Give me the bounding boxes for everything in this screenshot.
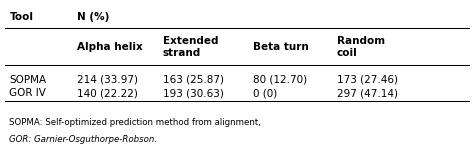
Text: Tool: Tool [9,12,33,22]
Text: 214 (33.97): 214 (33.97) [77,75,138,85]
Text: Alpha helix: Alpha helix [77,42,143,52]
Text: 173 (27.46): 173 (27.46) [337,75,398,85]
Text: SOPMA: Self-optimized prediction method from alignment,: SOPMA: Self-optimized prediction method … [9,118,261,127]
Text: 163 (25.87): 163 (25.87) [163,75,224,85]
Text: GOR IV: GOR IV [9,88,46,98]
Text: 80 (12.70): 80 (12.70) [253,75,307,85]
Text: Random
coil: Random coil [337,36,385,58]
Text: Beta turn: Beta turn [253,42,309,52]
Text: 193 (30.63): 193 (30.63) [163,88,224,98]
Text: 0 (0): 0 (0) [253,88,277,98]
Text: 297 (47.14): 297 (47.14) [337,88,398,98]
Text: Extended
strand: Extended strand [163,36,218,58]
Text: SOPMA: SOPMA [9,75,46,85]
Text: N (%): N (%) [77,12,109,22]
Text: 140 (22.22): 140 (22.22) [77,88,137,98]
Text: GOR: Garnier-Osguthorpe-Robson.: GOR: Garnier-Osguthorpe-Robson. [9,135,157,144]
